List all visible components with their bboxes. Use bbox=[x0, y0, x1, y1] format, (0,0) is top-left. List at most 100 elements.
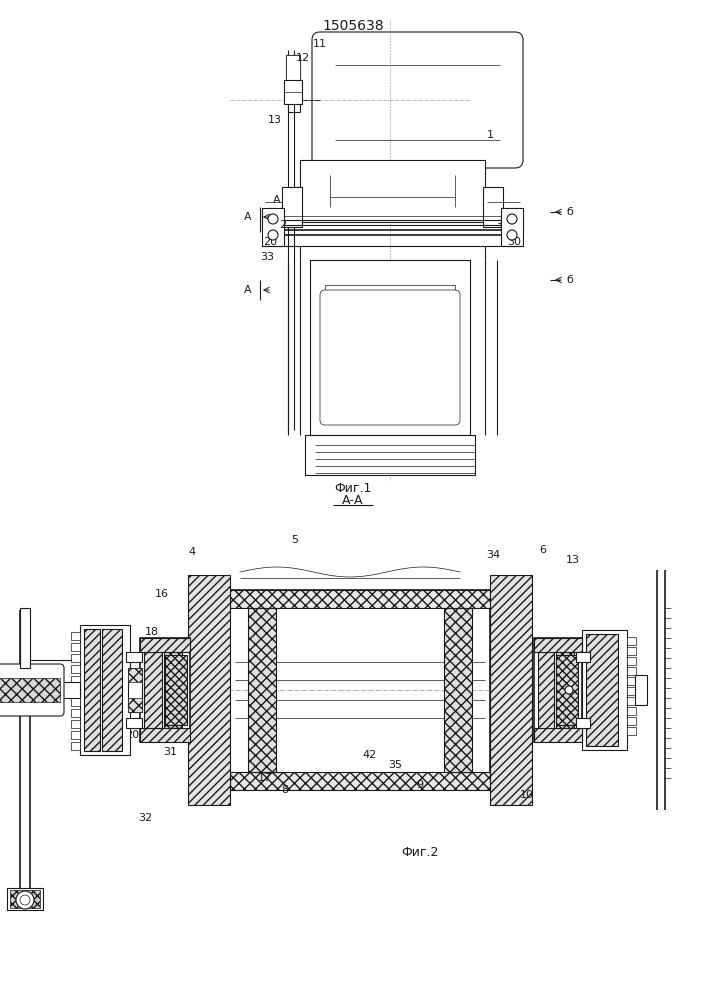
Bar bbox=[635, 675, 647, 705]
Circle shape bbox=[16, 891, 34, 909]
Text: 4: 4 bbox=[189, 547, 196, 557]
Bar bbox=[230, 772, 490, 790]
Bar bbox=[71, 731, 80, 739]
Bar bbox=[128, 698, 142, 712]
Text: 16: 16 bbox=[155, 589, 169, 599]
Text: А-А: А-А bbox=[342, 493, 363, 506]
Text: 5: 5 bbox=[291, 535, 298, 545]
Bar bbox=[284, 80, 302, 104]
Bar bbox=[20, 608, 30, 668]
Circle shape bbox=[268, 230, 278, 240]
Bar bbox=[444, 608, 472, 772]
Text: 12: 12 bbox=[296, 53, 310, 63]
Bar bbox=[126, 652, 142, 662]
Text: 32: 32 bbox=[138, 813, 152, 823]
Bar bbox=[586, 634, 618, 746]
Bar bbox=[534, 638, 582, 742]
Text: 20: 20 bbox=[263, 237, 277, 247]
Text: 11: 11 bbox=[313, 39, 327, 49]
Bar bbox=[310, 260, 470, 435]
Text: 34: 34 bbox=[486, 550, 500, 560]
Text: 42: 42 bbox=[363, 750, 377, 760]
Bar bbox=[10, 890, 40, 908]
Bar bbox=[627, 697, 636, 705]
Bar bbox=[71, 643, 80, 651]
Bar bbox=[576, 652, 590, 662]
FancyBboxPatch shape bbox=[312, 32, 523, 168]
Bar bbox=[80, 625, 130, 755]
Text: 7: 7 bbox=[161, 651, 168, 661]
Circle shape bbox=[20, 895, 30, 905]
Bar bbox=[627, 677, 636, 685]
Text: 30: 30 bbox=[507, 237, 521, 247]
FancyBboxPatch shape bbox=[0, 664, 64, 716]
Bar bbox=[230, 590, 490, 790]
Bar bbox=[164, 642, 182, 738]
Bar bbox=[165, 655, 187, 725]
Bar bbox=[60, 682, 80, 698]
Text: 2: 2 bbox=[279, 220, 286, 230]
Bar bbox=[126, 718, 142, 728]
Text: Фиг.1: Фиг.1 bbox=[334, 482, 372, 494]
Bar bbox=[534, 638, 582, 652]
Circle shape bbox=[507, 230, 517, 240]
Bar bbox=[627, 707, 636, 715]
Bar bbox=[282, 187, 302, 227]
Bar bbox=[627, 667, 636, 675]
Text: 13: 13 bbox=[268, 115, 282, 125]
Bar bbox=[71, 720, 80, 728]
Bar bbox=[102, 629, 122, 751]
Bar bbox=[582, 630, 627, 750]
Text: 20: 20 bbox=[125, 730, 139, 740]
Bar bbox=[538, 642, 554, 738]
Bar bbox=[71, 654, 80, 662]
Bar bbox=[300, 160, 485, 222]
Text: 14: 14 bbox=[565, 703, 579, 713]
Text: б: б bbox=[566, 207, 573, 217]
Bar bbox=[534, 728, 582, 742]
Text: 17: 17 bbox=[258, 773, 272, 783]
Bar bbox=[501, 208, 523, 246]
Bar bbox=[325, 285, 455, 420]
Text: 10: 10 bbox=[520, 790, 534, 800]
Text: А: А bbox=[273, 195, 281, 205]
Bar bbox=[286, 55, 300, 80]
Bar bbox=[305, 435, 475, 475]
Bar bbox=[627, 727, 636, 735]
Text: 9: 9 bbox=[416, 780, 423, 790]
Text: 19: 19 bbox=[141, 679, 155, 689]
Bar bbox=[71, 632, 80, 640]
Text: 33: 33 bbox=[260, 252, 274, 262]
Text: 31: 31 bbox=[163, 747, 177, 757]
Bar bbox=[262, 208, 284, 246]
Bar bbox=[144, 642, 162, 738]
Text: 18: 18 bbox=[145, 627, 159, 637]
Text: Фиг.2: Фиг.2 bbox=[402, 846, 438, 858]
Bar bbox=[71, 687, 80, 695]
Text: 15: 15 bbox=[561, 735, 575, 745]
Bar bbox=[84, 629, 100, 751]
Text: 1: 1 bbox=[486, 130, 493, 140]
Bar bbox=[128, 668, 142, 712]
Bar bbox=[576, 718, 590, 728]
Bar bbox=[7, 888, 43, 910]
Text: A: A bbox=[245, 285, 252, 295]
Text: 6: 6 bbox=[539, 545, 547, 555]
Text: 13: 13 bbox=[566, 555, 580, 565]
Bar bbox=[140, 638, 190, 742]
Bar bbox=[556, 642, 574, 738]
Bar bbox=[140, 728, 190, 742]
Circle shape bbox=[565, 686, 573, 694]
Bar bbox=[627, 687, 636, 695]
Bar bbox=[248, 608, 276, 772]
Bar bbox=[71, 665, 80, 673]
Bar bbox=[627, 717, 636, 725]
Bar bbox=[71, 698, 80, 706]
Bar bbox=[556, 655, 578, 725]
Bar bbox=[627, 637, 636, 645]
Bar bbox=[490, 575, 532, 805]
Bar bbox=[128, 668, 142, 682]
Bar bbox=[188, 575, 230, 805]
Bar bbox=[627, 647, 636, 655]
Bar bbox=[627, 657, 636, 665]
